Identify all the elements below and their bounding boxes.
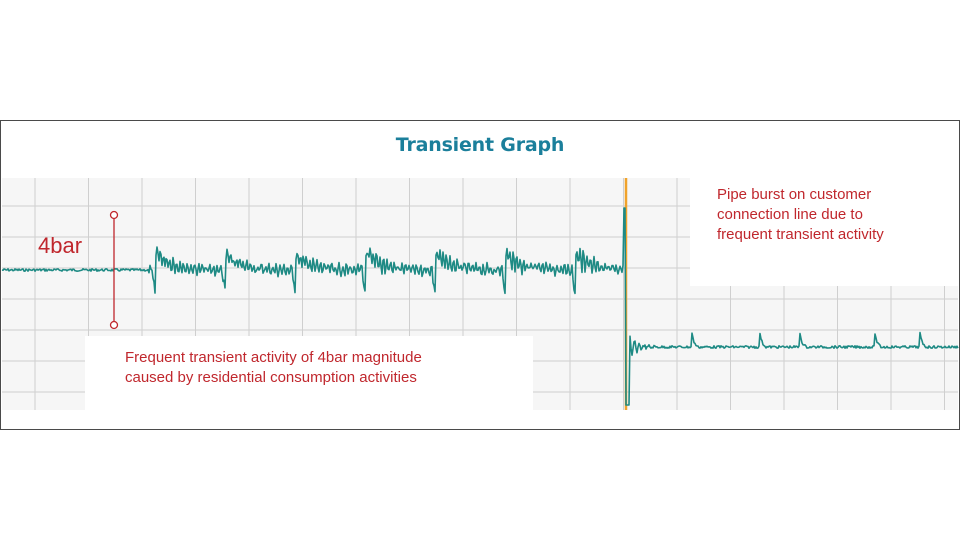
annotation-bg-left <box>85 336 533 410</box>
annotation-backgrounds <box>85 178 958 410</box>
chart-title: Transient Graph <box>395 134 565 156</box>
annotation-transient-activity: Frequent transient activity of 4bar magn… <box>125 349 422 386</box>
magnitude-bracket-top <box>109 210 119 220</box>
magnitude-bracket <box>109 210 119 330</box>
annotation-bg-right <box>690 178 958 286</box>
magnitude-bracket-bottom <box>109 320 119 330</box>
series-line-pressure <box>1 207 959 406</box>
annotation-pipe-burst: Pipe burst on customer connection line d… <box>717 186 884 243</box>
magnitude-label: 4bar <box>38 233 83 258</box>
